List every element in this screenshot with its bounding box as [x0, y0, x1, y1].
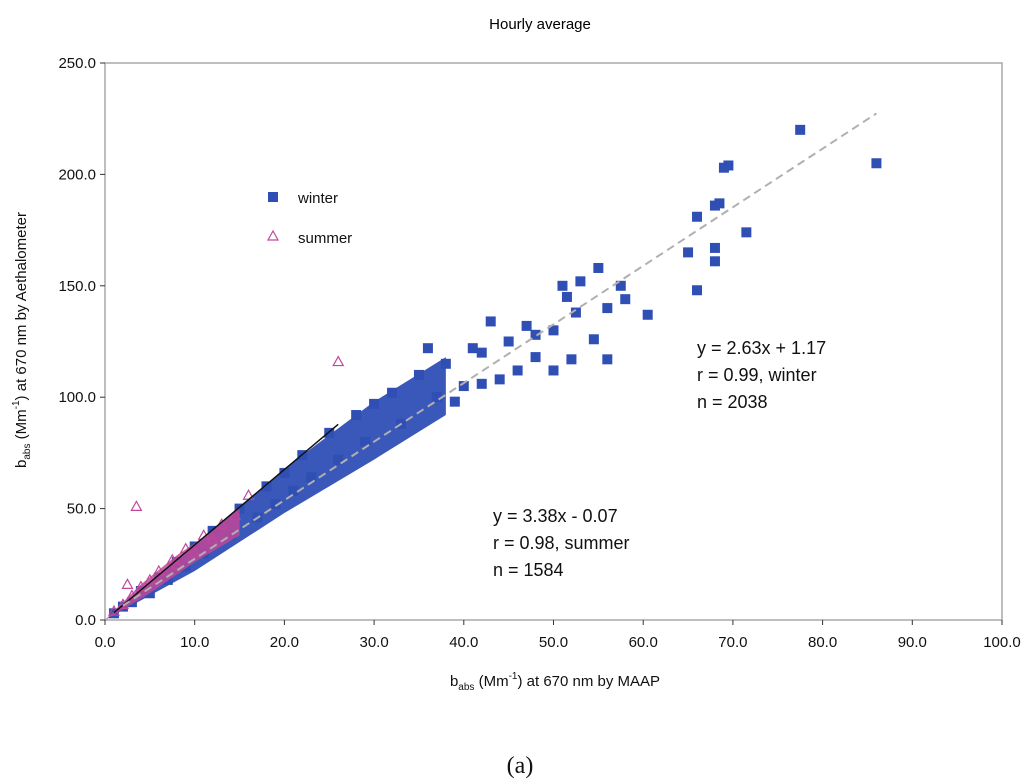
winter-point — [234, 503, 245, 514]
fit-lines — [113, 112, 877, 614]
summer-point — [121, 578, 134, 589]
winter-point — [530, 329, 541, 340]
winter-point — [557, 280, 568, 291]
winter-point — [692, 211, 703, 222]
winter-point — [449, 396, 460, 407]
y-tick-label: 0.0 — [75, 612, 96, 629]
winter-point — [333, 454, 344, 465]
winter-fit-n: n = 2038 — [697, 392, 768, 412]
legend-winter-label: winter — [297, 190, 338, 207]
winter-point — [709, 256, 720, 267]
x-tick-label: 70.0 — [718, 634, 747, 651]
winter-point — [709, 200, 720, 211]
winter-point — [548, 365, 559, 376]
x-tick-label: 50.0 — [539, 634, 568, 651]
summer-point — [332, 355, 345, 367]
x-tick-label: 100.0 — [983, 634, 1021, 651]
x-tick-label: 10.0 — [180, 634, 209, 651]
winter-point — [709, 242, 720, 253]
summer-point — [229, 509, 242, 520]
x-axis-ticks: 0.0 10.0 20.0 30.0 40.0 50.0 60.0 70.0 80.0 90.0 1… — [95, 620, 1021, 651]
winter-point — [521, 320, 532, 331]
x-tick-label: 0.0 — [95, 634, 116, 651]
winter-point — [718, 162, 729, 173]
winter-fit-annotation: y = 2.63x + 1.17 r = 0.99, winter n = 20… — [697, 338, 826, 412]
summer-point — [170, 558, 183, 569]
winter-point — [741, 227, 752, 238]
winter-fit-equation: y = 2.63x + 1.17 — [697, 338, 826, 358]
chart-title: Hourly average — [489, 16, 591, 33]
x-axis-label: babs (Mm-1) at 670 nm by MAAP — [450, 671, 660, 693]
winter-point — [288, 485, 299, 496]
winter-point — [279, 467, 290, 478]
summer-point — [188, 546, 201, 558]
winter-point — [369, 398, 380, 409]
x-tick-label: 30.0 — [359, 634, 388, 651]
winter-point — [431, 392, 442, 403]
winter-point — [683, 247, 694, 258]
winter-point — [413, 369, 424, 380]
winter-point — [602, 303, 613, 314]
winter-point — [476, 378, 487, 389]
summer-fit-line — [113, 423, 339, 614]
winter-point — [593, 262, 604, 273]
winter-point — [476, 347, 487, 358]
winter-point — [602, 354, 613, 365]
x-tick-label: 80.0 — [808, 634, 837, 651]
winter-point — [642, 309, 653, 320]
x-tick-label: 60.0 — [629, 634, 658, 651]
x-tick-label: 90.0 — [898, 634, 927, 651]
summer-point — [130, 500, 143, 511]
winter-point — [422, 343, 433, 354]
x-tick-label: 20.0 — [270, 634, 299, 651]
winter-point — [566, 354, 577, 365]
legend-winter-marker — [268, 192, 278, 202]
panel-caption: (a) — [507, 753, 534, 779]
x-tick-label: 40.0 — [449, 634, 478, 651]
summer-fit-r: r = 0.98, summer — [493, 533, 630, 553]
y-axis-ticks: 0.0 50.0 100.0 150.0 200.0 250.0 — [58, 55, 105, 629]
summer-fit-n: n = 1584 — [493, 560, 564, 580]
legend-summer-marker — [266, 229, 280, 241]
winter-point — [615, 280, 626, 291]
summer-fit-equation: y = 3.38x - 0.07 — [493, 506, 618, 526]
legend-summer-label: summer — [298, 230, 352, 247]
y-tick-label: 50.0 — [67, 501, 96, 518]
winter-point — [503, 336, 514, 347]
winter-point — [588, 334, 599, 345]
winter-point — [351, 410, 362, 421]
winter-point — [692, 285, 703, 296]
winter-point — [494, 374, 505, 385]
y-tick-label: 100.0 — [58, 389, 96, 406]
legend: winter summer — [266, 190, 352, 247]
winter-point — [306, 472, 317, 483]
summer-point — [206, 533, 219, 545]
winter-point — [360, 436, 371, 447]
winter-point — [467, 343, 478, 354]
y-tick-label: 250.0 — [58, 55, 96, 72]
winter-point — [458, 381, 469, 392]
winter-point — [795, 124, 806, 135]
winter-point — [620, 294, 631, 305]
summer-point — [143, 573, 156, 585]
summer-fit-annotation: y = 3.38x - 0.07 r = 0.98, summer n = 15… — [493, 506, 630, 580]
winter-point — [270, 499, 281, 510]
y-axis-label: babs (Mm-1) at 670 nm by Aethalometer — [11, 212, 33, 468]
winter-point — [561, 291, 572, 302]
winter-point — [387, 387, 398, 398]
winter-point — [548, 325, 559, 336]
y-tick-label: 200.0 — [58, 166, 96, 183]
winter-point — [512, 365, 523, 376]
y-tick-label: 150.0 — [58, 278, 96, 295]
winter-point — [485, 316, 496, 327]
winter-fit-r: r = 0.99, winter — [697, 365, 817, 385]
winter-point — [530, 352, 541, 363]
winter-fit-line — [122, 112, 877, 607]
winter-point — [261, 481, 272, 492]
winter-point — [570, 307, 581, 318]
winter-point — [871, 158, 882, 169]
winter-point — [440, 358, 451, 369]
winter-point — [575, 276, 586, 287]
